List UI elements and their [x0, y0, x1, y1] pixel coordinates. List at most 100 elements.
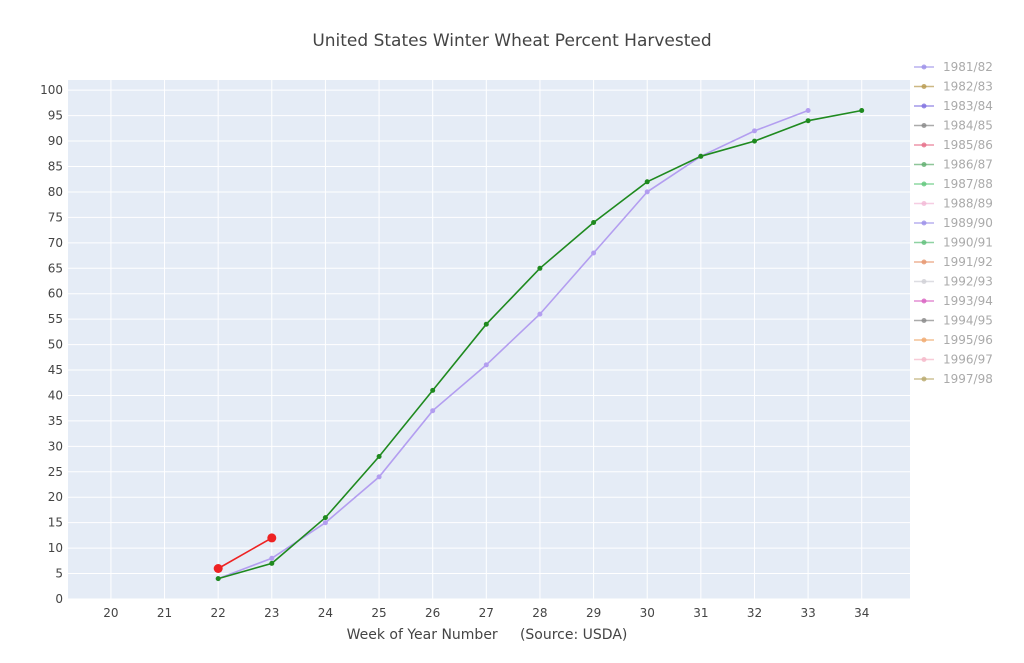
- data-point[interactable]: [269, 560, 275, 566]
- data-point[interactable]: [537, 265, 543, 271]
- data-point[interactable]: [698, 153, 704, 159]
- x-tick-label: 32: [747, 606, 762, 620]
- legend-item[interactable]: 1988/89: [914, 197, 993, 211]
- legend-swatch-marker: [921, 298, 927, 304]
- legend-swatch-marker: [921, 240, 927, 245]
- data-point[interactable]: [537, 311, 543, 317]
- data-point[interactable]: [267, 533, 277, 543]
- legend-label: 1989/90: [943, 216, 993, 230]
- data-point[interactable]: [376, 474, 382, 480]
- y-tick-label: 55: [48, 312, 63, 326]
- data-point[interactable]: [805, 108, 811, 113]
- y-tick-label: 60: [48, 287, 63, 301]
- legend-item[interactable]: 1986/87: [914, 158, 993, 172]
- data-point[interactable]: [213, 564, 223, 573]
- legend[interactable]: 1981/82 1982/83 1983/84 1984/85 1985/86 1986/…: [914, 60, 993, 386]
- legend-label: 1997/98: [943, 372, 993, 386]
- data-point[interactable]: [859, 108, 865, 113]
- legend-swatch-marker: [921, 337, 927, 343]
- legend-swatch-marker: [921, 142, 927, 148]
- x-tick-label: 28: [532, 606, 547, 620]
- legend-item[interactable]: 1982/83: [914, 80, 993, 94]
- data-point[interactable]: [752, 138, 757, 144]
- legend-item[interactable]: 1995/96: [914, 333, 993, 347]
- x-tick-label: 29: [586, 606, 601, 620]
- legend-item[interactable]: 1984/85: [914, 119, 993, 133]
- legend-swatch-marker: [921, 259, 927, 265]
- legend-label: 1993/94: [943, 294, 993, 308]
- legend-item[interactable]: 1994/95: [914, 314, 993, 328]
- y-tick-label: 25: [48, 465, 63, 479]
- legend-item[interactable]: 1981/82: [914, 60, 993, 74]
- legend-swatch-marker: [921, 376, 927, 382]
- plot-area: [68, 80, 910, 599]
- y-tick-label: 70: [48, 236, 63, 250]
- data-point[interactable]: [644, 189, 650, 195]
- legend-item[interactable]: 1989/90: [914, 216, 993, 230]
- data-point[interactable]: [805, 118, 811, 124]
- legend-item[interactable]: 1985/86: [914, 138, 993, 152]
- legend-label: 1986/87: [943, 158, 993, 172]
- data-point[interactable]: [215, 576, 221, 582]
- legend-swatch-marker: [921, 103, 927, 109]
- y-tick-label: 45: [48, 363, 63, 377]
- x-tick-label: 31: [693, 606, 708, 620]
- data-point[interactable]: [322, 520, 328, 526]
- legend-label: 1985/86: [943, 138, 993, 152]
- x-axis-label: Week of Year Number (Source: USDA): [347, 627, 628, 643]
- data-point[interactable]: [752, 128, 757, 134]
- data-point[interactable]: [483, 362, 489, 368]
- x-tick-label: 26: [425, 606, 440, 620]
- legend-item[interactable]: 1993/94: [914, 294, 993, 308]
- legend-item[interactable]: 1983/84: [914, 99, 993, 113]
- y-tick-label: 85: [48, 160, 63, 174]
- data-point[interactable]: [376, 454, 382, 459]
- y-tick-label: 50: [48, 338, 63, 352]
- x-tick-label: 33: [800, 606, 815, 620]
- series-line: [217, 537, 273, 570]
- legend-label: 1991/92: [943, 255, 993, 269]
- legend-item[interactable]: 1992/93: [914, 275, 993, 289]
- data-point[interactable]: [430, 408, 436, 414]
- legend-swatch-marker: [921, 64, 927, 70]
- x-tick-label: 27: [479, 606, 494, 620]
- y-tick-label: 90: [48, 134, 63, 148]
- legend-swatch-marker: [921, 123, 927, 128]
- x-tick-label: 34: [854, 606, 869, 620]
- series-line: [217, 109, 809, 580]
- y-tick-label: 75: [48, 210, 63, 224]
- x-tick-label: 23: [264, 606, 279, 620]
- y-tick-label: 30: [48, 439, 63, 453]
- x-tick-label: 24: [318, 606, 333, 620]
- legend-swatch-marker: [921, 357, 927, 362]
- data-point[interactable]: [430, 387, 436, 393]
- legend-label: 1992/93: [943, 275, 993, 289]
- y-tick-label: 15: [48, 516, 63, 530]
- data-point[interactable]: [322, 515, 328, 521]
- x-gridlines: [110, 80, 863, 599]
- y-tick-labels: 0 5 10 15 20 25 30 35 40 45 50 55 60 65 70 75 80 85 90 95 10…: [40, 83, 63, 606]
- x-tick-labels: 20 21 22 23 24 25 26 27 28 29 30 31 32 33 34: [103, 606, 869, 620]
- series-1[interactable]: [215, 108, 865, 582]
- legend-item[interactable]: 1996/97: [914, 353, 993, 367]
- y-tick-label: 5: [55, 567, 63, 581]
- legend-item[interactable]: 1997/98: [914, 372, 993, 386]
- x-tick-label: 25: [371, 606, 386, 620]
- legend-swatch-marker: [921, 162, 927, 167]
- legend-item[interactable]: 1990/91: [914, 236, 993, 250]
- data-point[interactable]: [269, 555, 275, 561]
- legend-label: 1981/82: [943, 60, 993, 74]
- legend-item[interactable]: 1991/92: [914, 255, 993, 269]
- legend-item[interactable]: 1987/88: [914, 177, 993, 191]
- data-point[interactable]: [591, 250, 597, 256]
- y-tick-label: 100: [40, 83, 63, 97]
- legend-swatch-marker: [921, 181, 927, 187]
- data-point[interactable]: [591, 220, 597, 225]
- series-2[interactable]: [213, 533, 277, 573]
- data-point[interactable]: [483, 321, 489, 327]
- legend-swatch-marker: [921, 201, 927, 206]
- data-point[interactable]: [644, 179, 650, 185]
- legend-label: 1990/91: [943, 236, 993, 250]
- legend-label: 1982/83: [943, 80, 993, 94]
